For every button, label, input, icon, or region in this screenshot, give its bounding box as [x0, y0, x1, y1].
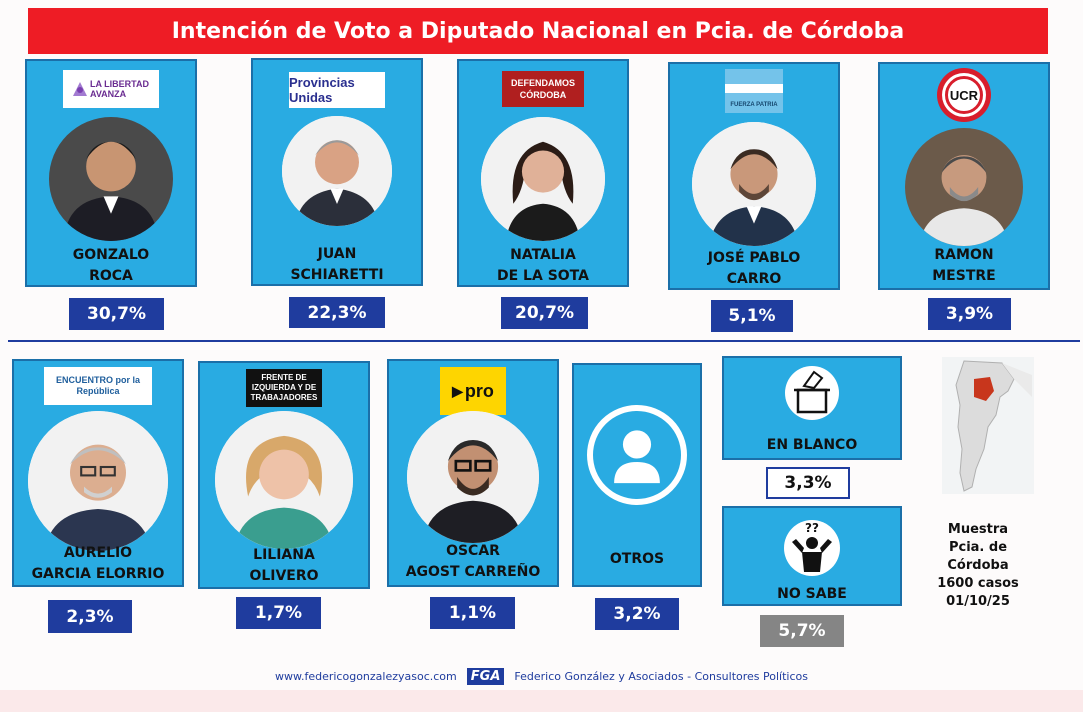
candidate-name: AURELIO GARCIA ELORRIO — [14, 543, 182, 585]
candidate-last-name: ROCA — [89, 268, 133, 284]
candidate-photo — [905, 128, 1023, 246]
vote-percentage: 1,1% — [430, 597, 515, 629]
sample-region: Pcia. de Córdoba — [947, 540, 1009, 573]
candidate-name: RAMON MESTRE — [880, 245, 1048, 287]
bottom-strip — [0, 690, 1083, 712]
footer: www.federicogonzalezyasoc.com FGA Federi… — [0, 666, 1083, 686]
candidate-first-name: OSCAR — [446, 543, 500, 559]
pro-logo: ▶ pro — [440, 367, 506, 415]
defendamos-cordoba-logo: DEFENDAMOS CÓRDOBA — [502, 71, 584, 107]
nosabe-label: NO SABE — [777, 586, 847, 602]
provincias-unidas-logo: Provincias Unidas — [289, 72, 385, 108]
lla-logo: LA LIBERTAD AVANZA — [63, 70, 159, 108]
candidate-photo — [692, 122, 816, 246]
fit-logo: FRENTE DE IZQUIERDA Y DE TRABAJADORES — [246, 369, 322, 407]
otros-card: OTROS — [572, 363, 702, 587]
candidate-name: LILIANA OLIVERO — [200, 545, 368, 587]
nosabe-card: ?? NO SABE — [722, 506, 902, 606]
candidate-last-name: CARRO — [726, 271, 782, 287]
candidate-card: DEFENDAMOS CÓRDOBA NATALIA DE LA SOTA — [457, 59, 629, 287]
candidate-first-name: JUAN — [317, 246, 357, 262]
candidate-photo — [282, 116, 392, 226]
candidate-photo — [28, 411, 168, 551]
vote-percentage: 2,3% — [48, 600, 132, 633]
sample-size: 1600 casos — [937, 576, 1019, 591]
candidate-first-name: JOSÉ PABLO — [707, 250, 801, 266]
vote-percentage: 1,7% — [236, 597, 321, 629]
fuerza-patria-logo: FUERZA PATRIA — [725, 69, 783, 113]
candidate-card: LA LIBERTAD AVANZA GONZALO ROCA — [25, 59, 197, 287]
candidate-first-name: GONZALO — [72, 247, 150, 263]
fga-logo: FGA — [466, 667, 505, 685]
footer-firm: Federico González y Asociados - Consulto… — [514, 669, 808, 683]
argentina-map — [942, 357, 1034, 494]
candidate-first-name: AURELIO — [63, 545, 133, 561]
row-divider — [8, 340, 1080, 342]
sample-date: 01/10/25 — [946, 594, 1010, 609]
chart-title: Intención de Voto a Diputado Nacional en… — [28, 8, 1048, 54]
candidate-first-name: RAMON — [934, 247, 994, 263]
candidate-card: ▶ pro OSCAR AGOST CARREÑO — [387, 359, 559, 587]
otros-label: OTROS — [609, 551, 665, 567]
candidate-card: UCR RAMON MESTRE — [878, 62, 1050, 290]
vote-percentage: 3,9% — [928, 298, 1011, 330]
sample-info: Muestra Pcia. de Córdoba 1600 casos 01/1… — [918, 521, 1038, 611]
candidate-card: Provincias Unidas JUAN SCHIARETTI — [251, 58, 423, 286]
vote-percentage: 20,7% — [501, 297, 588, 329]
shrug-person-icon: ?? — [782, 512, 842, 578]
candidate-name: JOSÉ PABLO CARRO — [670, 248, 838, 290]
candidate-name: OSCAR AGOST CARREÑO — [389, 541, 557, 583]
nosabe-mark: ?? — [805, 521, 819, 535]
candidate-name: JUAN SCHIARETTI — [253, 244, 421, 286]
vote-percentage: 22,3% — [289, 297, 385, 328]
vote-percentage: 5,7% — [760, 615, 844, 647]
vote-percentage: 3,2% — [595, 598, 679, 630]
candidate-card: FUERZA PATRIA JOSÉ PABLO CARRO — [668, 62, 840, 290]
candidate-last-name: GARCIA ELORRIO — [31, 566, 165, 582]
candidate-photo — [407, 411, 539, 543]
blanco-label: EN BLANCO — [766, 437, 858, 453]
candidate-photo — [481, 117, 605, 241]
ballot-box-icon — [784, 364, 840, 422]
vote-percentage: 5,1% — [711, 300, 793, 332]
candidate-name: NATALIA DE LA SOTA — [459, 245, 627, 287]
vote-percentage: 3,3% — [766, 467, 850, 499]
candidate-first-name: LILIANA — [253, 547, 315, 563]
candidate-last-name: AGOST CARREÑO — [405, 564, 541, 580]
sample-label: Muestra — [947, 522, 1009, 537]
candidate-name: GONZALO ROCA — [27, 245, 195, 287]
candidate-card: ENCUENTRO por la República AURELIO GARCI… — [12, 359, 184, 587]
candidate-first-name: NATALIA — [510, 247, 576, 263]
candidate-last-name: SCHIARETTI — [290, 267, 384, 283]
candidate-photo — [215, 411, 353, 549]
footer-url[interactable]: www.federicogonzalezyasoc.com — [274, 669, 457, 683]
candidate-photo — [49, 117, 173, 241]
candidate-last-name: DE LA SOTA — [497, 268, 589, 284]
ucr-logo: UCR — [937, 68, 991, 122]
candidate-last-name: MESTRE — [932, 268, 996, 284]
encuentro-logo: ENCUENTRO por la República — [44, 367, 152, 405]
person-icon — [587, 405, 687, 505]
candidate-card: FRENTE DE IZQUIERDA Y DE TRABAJADORES LI… — [198, 361, 370, 589]
vote-percentage: 30,7% — [69, 298, 164, 330]
blanco-card: EN BLANCO — [722, 356, 902, 460]
candidate-last-name: OLIVERO — [249, 568, 319, 584]
